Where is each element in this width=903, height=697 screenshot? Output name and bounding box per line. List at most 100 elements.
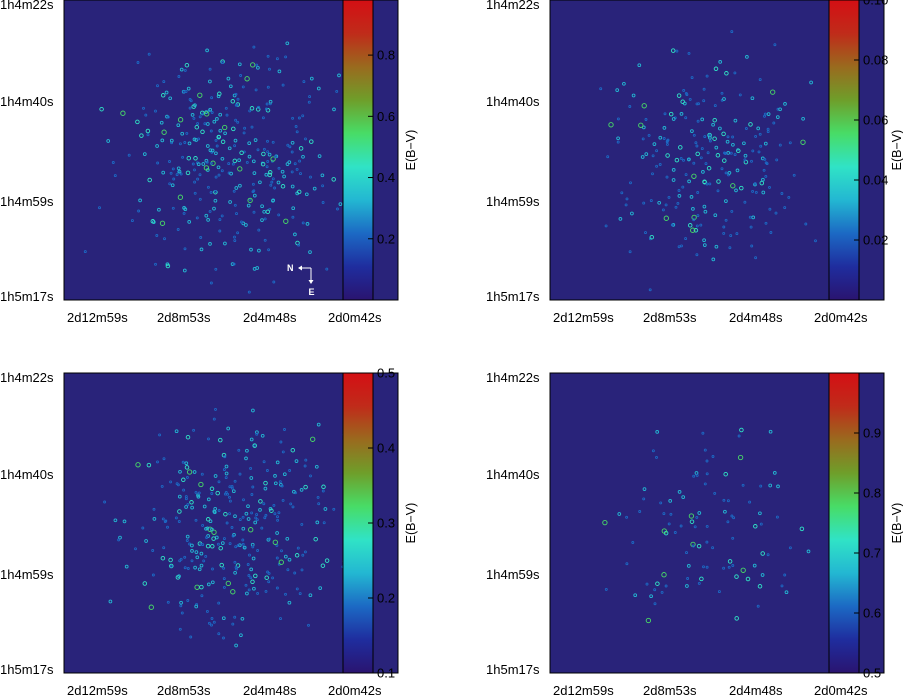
speckle xyxy=(768,483,773,488)
x-tick-label: 2d12m59s xyxy=(67,310,128,325)
speckle xyxy=(290,184,295,189)
speckle xyxy=(732,516,736,520)
speckle xyxy=(268,207,272,211)
speckle xyxy=(298,592,302,596)
speckle xyxy=(616,140,620,144)
speckle xyxy=(718,126,722,131)
speckle xyxy=(262,209,267,214)
speckle xyxy=(655,455,658,459)
speckle xyxy=(271,177,275,181)
speckle xyxy=(247,197,253,204)
speckle xyxy=(275,460,280,465)
speckle xyxy=(697,581,701,585)
speckle xyxy=(83,250,87,254)
speckle xyxy=(618,217,623,221)
speckle xyxy=(759,144,763,148)
speckle xyxy=(255,432,259,436)
speckle xyxy=(205,122,210,126)
speckle xyxy=(309,175,312,179)
speckle xyxy=(297,243,301,247)
speckle xyxy=(772,121,776,125)
speckle xyxy=(151,220,156,224)
speckle xyxy=(733,153,737,157)
speckle xyxy=(237,62,242,67)
speckle xyxy=(799,526,805,532)
speckle xyxy=(236,231,240,235)
speckle xyxy=(705,74,709,78)
speckle xyxy=(208,148,213,153)
speckle xyxy=(257,248,261,253)
speckle xyxy=(244,511,249,516)
speckle xyxy=(290,150,294,154)
speckle xyxy=(637,63,642,68)
x-tick-label: 2d0m42s xyxy=(328,683,382,697)
speckle xyxy=(248,109,252,113)
speckle xyxy=(168,96,173,101)
speckle xyxy=(602,519,608,526)
speckle xyxy=(754,190,758,194)
speckle xyxy=(314,464,319,469)
speckle xyxy=(227,162,231,166)
speckle xyxy=(677,245,681,249)
speckle xyxy=(691,544,695,548)
speckle xyxy=(156,161,160,165)
speckle xyxy=(628,250,632,254)
y-tick-label: 1h4m22s xyxy=(486,370,540,385)
speckle xyxy=(144,539,148,543)
speckle xyxy=(251,408,255,413)
speckle xyxy=(689,195,694,199)
speckle xyxy=(185,131,189,135)
speckle xyxy=(310,436,316,442)
speckle xyxy=(241,526,246,531)
speckle xyxy=(316,86,321,91)
speckle xyxy=(625,197,629,201)
speckle xyxy=(156,84,159,88)
speckle xyxy=(238,518,242,522)
speckle xyxy=(254,88,258,92)
speckle xyxy=(801,116,805,121)
speckle xyxy=(750,96,755,101)
speckle xyxy=(735,232,739,236)
map-background xyxy=(64,0,398,300)
speckle xyxy=(177,75,181,78)
speckle xyxy=(768,185,771,189)
x-tick-label: 2d0m42s xyxy=(814,310,868,325)
speckle xyxy=(661,528,667,534)
speckle xyxy=(222,566,226,570)
speckle xyxy=(763,141,768,146)
speckle xyxy=(692,474,696,478)
colorbar-tick-label: 0.6 xyxy=(863,606,881,621)
speckle xyxy=(252,586,256,591)
speckle xyxy=(337,73,341,78)
speckle xyxy=(733,118,738,123)
speckle xyxy=(200,129,205,135)
speckle xyxy=(681,185,685,189)
speckle xyxy=(234,545,238,549)
speckle xyxy=(321,201,325,204)
speckle xyxy=(136,61,140,64)
speckle xyxy=(252,443,257,448)
speckle xyxy=(670,223,674,227)
speckle xyxy=(624,203,628,207)
speckle xyxy=(723,471,728,477)
panel-bottom-right: 1h4m22s 1h4m40s 1h4m59s 1h5m17s 2d12m59s 2d8m… xyxy=(486,370,903,697)
speckle xyxy=(748,122,753,127)
speckle xyxy=(315,520,320,525)
speckle xyxy=(244,456,248,461)
speckle xyxy=(321,484,326,490)
speckle xyxy=(188,106,192,110)
speckle xyxy=(701,170,705,174)
speckle xyxy=(276,515,279,519)
speckle xyxy=(226,76,231,81)
speckle xyxy=(198,197,202,201)
speckle xyxy=(197,137,201,141)
speckle xyxy=(671,168,676,172)
speckle xyxy=(255,63,259,67)
speckle xyxy=(242,498,245,502)
speckle xyxy=(671,178,676,182)
speckle xyxy=(303,484,308,490)
speckle xyxy=(151,573,155,577)
speckle xyxy=(267,170,273,175)
colorbar-tick-label: 0.08 xyxy=(863,53,888,68)
speckle xyxy=(705,472,709,476)
